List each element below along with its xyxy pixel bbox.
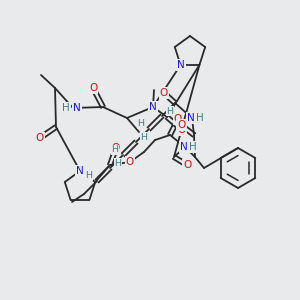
Text: O: O: [89, 83, 97, 93]
Text: N: N: [76, 166, 84, 176]
Text: O: O: [174, 114, 182, 124]
Text: O: O: [178, 125, 186, 135]
Text: O: O: [177, 120, 185, 130]
Text: H: H: [140, 133, 148, 142]
Text: O: O: [36, 133, 44, 143]
Text: N: N: [149, 102, 157, 112]
Text: H: H: [115, 158, 122, 167]
Text: N: N: [73, 103, 81, 113]
Text: N: N: [187, 113, 195, 123]
Text: H: H: [85, 172, 92, 181]
Text: H: H: [112, 146, 118, 154]
Text: H: H: [189, 142, 197, 152]
Text: H: H: [137, 119, 145, 128]
Text: H: H: [167, 106, 173, 116]
Text: O: O: [183, 160, 191, 170]
Text: O: O: [160, 88, 168, 98]
Text: H: H: [196, 113, 204, 123]
Text: N: N: [180, 142, 188, 152]
Text: O: O: [112, 143, 120, 153]
Text: O: O: [126, 157, 134, 167]
Text: N: N: [177, 60, 184, 70]
Text: H: H: [62, 103, 70, 113]
